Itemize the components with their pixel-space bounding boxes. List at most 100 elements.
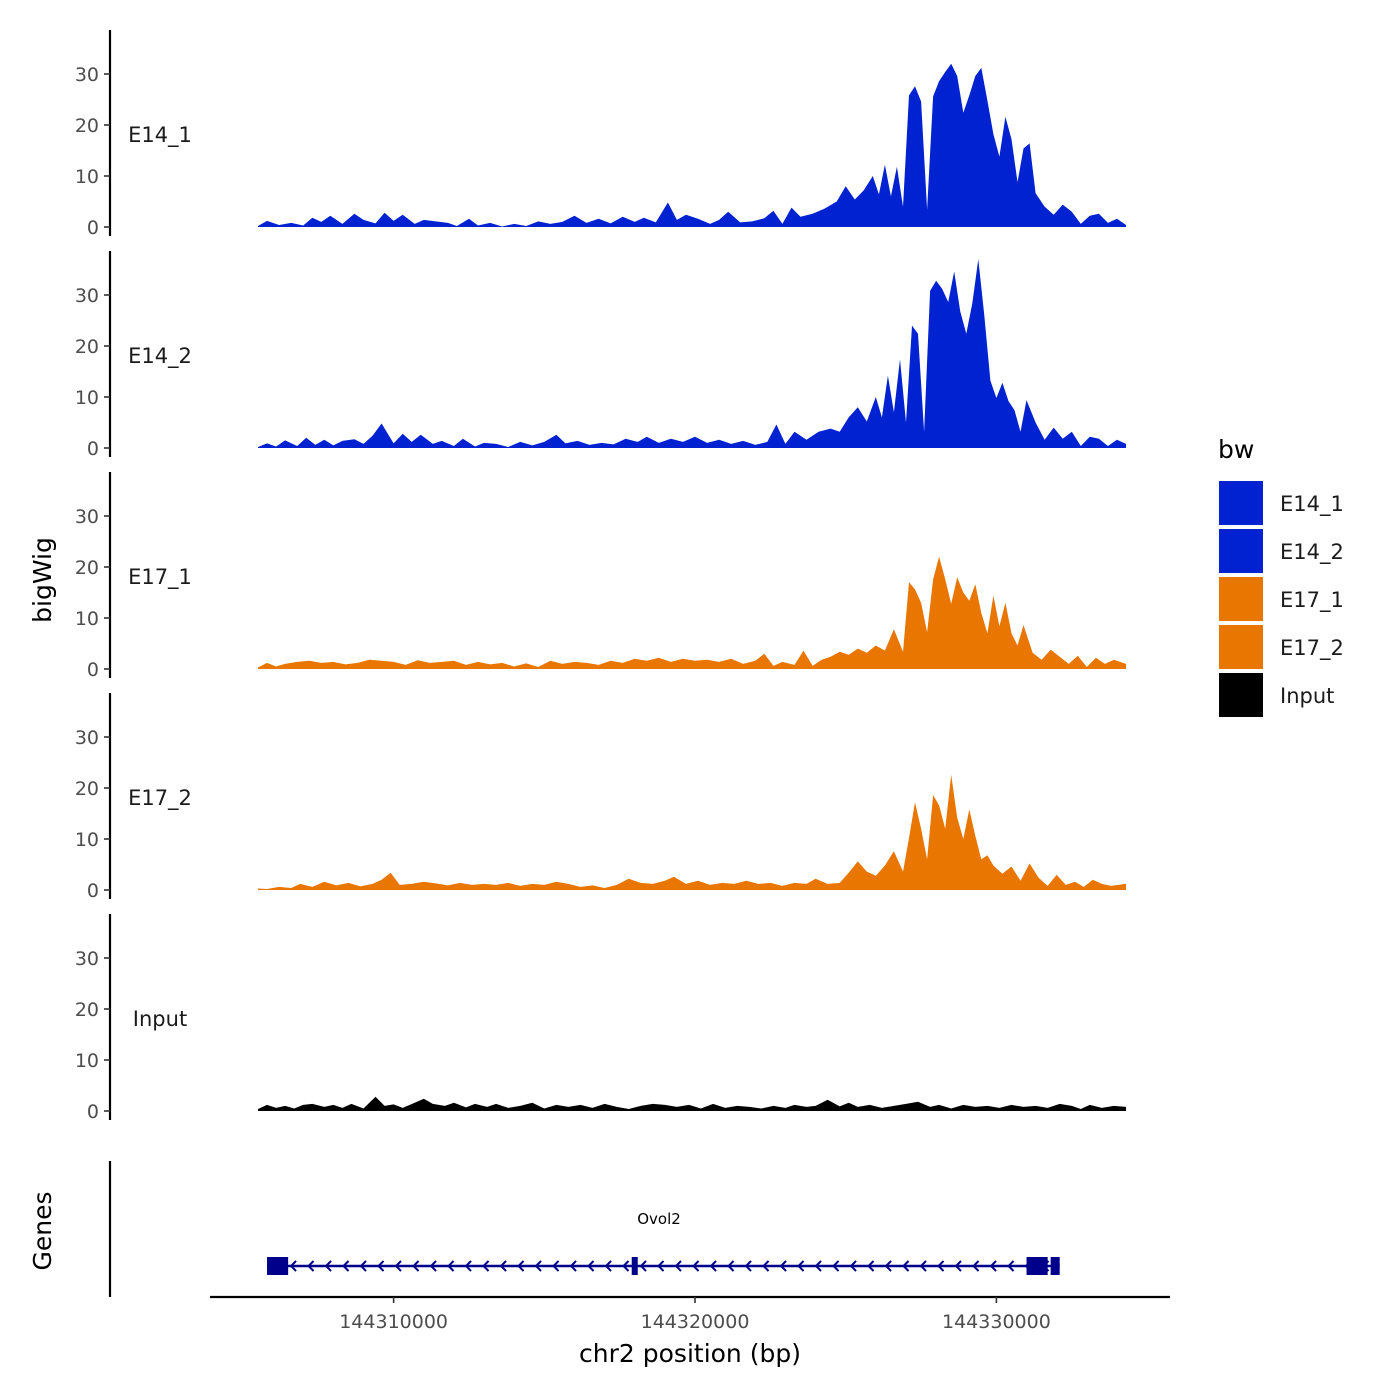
legend-swatch xyxy=(1217,575,1265,623)
track-label: E14_2 xyxy=(128,344,192,369)
strand-arrow xyxy=(447,1260,455,1272)
strand-arrow xyxy=(307,1260,315,1272)
legend-label: E17_1 xyxy=(1280,588,1344,613)
track-area-E14_1 xyxy=(258,63,1126,227)
strand-arrow xyxy=(534,1260,542,1272)
legend-label: E14_2 xyxy=(1280,540,1344,565)
strand-arrow xyxy=(814,1260,822,1272)
strand-arrow xyxy=(884,1260,892,1272)
strand-arrow xyxy=(727,1260,735,1272)
strand-arrow xyxy=(657,1260,665,1272)
strand-arrow xyxy=(622,1260,630,1272)
strand-arrow xyxy=(569,1260,577,1272)
track-E14_1: 0 10 20 30 E14_1 xyxy=(75,30,1126,239)
strand-arrow xyxy=(972,1260,980,1272)
y-tick-label: 10 xyxy=(75,387,99,409)
y-tick-label: 10 xyxy=(75,1050,99,1072)
y-tick-label: 30 xyxy=(75,727,99,749)
y-tick-label: 30 xyxy=(75,64,99,86)
strand-arrow xyxy=(674,1260,682,1272)
y-tick-label: 20 xyxy=(75,999,99,1021)
track-area-E17_2 xyxy=(258,774,1126,890)
strand-arrow xyxy=(429,1260,437,1272)
strand-arrow xyxy=(779,1260,787,1272)
y-tick-label: 30 xyxy=(75,948,99,970)
legend-swatch xyxy=(1217,623,1265,671)
legend: bw E14_1 E14_2 E17_1 E17_2 Input xyxy=(1217,435,1344,719)
strand-arrow xyxy=(377,1260,385,1272)
strand-arrow xyxy=(552,1260,560,1272)
strand-arrow xyxy=(359,1260,367,1272)
legend-label: E17_2 xyxy=(1280,636,1344,661)
y-tick-label: 0 xyxy=(87,438,99,460)
y-tick-label: 20 xyxy=(75,115,99,137)
strand-arrow xyxy=(464,1260,472,1272)
strand-arrow xyxy=(1007,1260,1015,1272)
y-tick-label: 0 xyxy=(87,217,99,239)
y-tick-label: 10 xyxy=(75,608,99,630)
strand-arrow xyxy=(797,1260,805,1272)
track-area-E17_1 xyxy=(258,556,1126,669)
track-label: Input xyxy=(133,1007,187,1031)
strand-arrow xyxy=(587,1260,595,1272)
strand-arrow xyxy=(639,1260,647,1272)
track-area-Input xyxy=(258,1096,1126,1111)
gene-exon xyxy=(267,1257,289,1275)
gene-name-label: Ovol2 xyxy=(637,1210,681,1228)
strand-arrow xyxy=(989,1260,997,1272)
x-axis: 144310000 144320000 144330000 xyxy=(210,1295,1170,1333)
y-tick-label: 0 xyxy=(87,1101,99,1123)
legend-swatch xyxy=(1217,479,1265,527)
strand-arrow xyxy=(832,1260,840,1272)
strand-arrow xyxy=(342,1260,350,1272)
track-label: E14_1 xyxy=(128,123,192,148)
y-tick-label: 30 xyxy=(75,506,99,528)
gene-track-title: Genes xyxy=(28,1191,57,1270)
gene-exon xyxy=(631,1257,638,1275)
y-axis-title: bigWig xyxy=(28,537,57,623)
strand-arrow xyxy=(517,1260,525,1272)
signal-tracks: 0 10 20 30 E14_1 0 10 20 30 E14_2 0 10 20 30 E17_1 0 10 2… xyxy=(75,30,1126,1123)
strand-arrow xyxy=(394,1260,402,1272)
track-E14_2: 0 10 20 30 E14_2 xyxy=(75,251,1126,460)
strand-arrow xyxy=(692,1260,700,1272)
track-E17_2: 0 10 20 30 E17_2 xyxy=(75,693,1126,902)
legend-title: bw xyxy=(1218,435,1254,464)
strand-arrow xyxy=(744,1260,752,1272)
gene-exon xyxy=(1050,1257,1060,1275)
legend-label: Input xyxy=(1280,684,1334,708)
strand-arrow xyxy=(919,1260,927,1272)
y-tick-label: 30 xyxy=(75,285,99,307)
strand-arrow xyxy=(412,1260,420,1272)
track-label: E17_2 xyxy=(128,786,192,811)
legend-swatch xyxy=(1217,527,1265,575)
legend-label: E14_1 xyxy=(1280,492,1344,517)
y-tick-label: 20 xyxy=(75,778,99,800)
strand-arrow xyxy=(709,1260,717,1272)
strand-arrow xyxy=(289,1260,297,1272)
strand-arrow xyxy=(604,1260,612,1272)
track-area-E14_2 xyxy=(258,259,1126,448)
strand-arrow xyxy=(902,1260,910,1272)
strand-arrow xyxy=(867,1260,875,1272)
y-tick-label: 20 xyxy=(75,336,99,358)
strand-arrow xyxy=(499,1260,507,1272)
y-tick-label: 0 xyxy=(87,880,99,902)
x-tick-label: 144320000 xyxy=(641,1311,750,1333)
strand-arrow xyxy=(324,1260,332,1272)
x-axis-title: chr2 position (bp) xyxy=(579,1339,801,1368)
strand-arrow xyxy=(849,1260,857,1272)
gene-track: Ovol2 xyxy=(108,1161,1060,1297)
strand-arrow xyxy=(482,1260,490,1272)
track-Input: 0 10 20 30 Input xyxy=(75,914,1126,1123)
track-E17_1: 0 10 20 30 E17_1 xyxy=(75,472,1126,681)
x-tick-label: 144310000 xyxy=(339,1311,448,1333)
y-tick-label: 20 xyxy=(75,557,99,579)
track-label: E17_1 xyxy=(128,565,192,590)
strand-arrow xyxy=(937,1260,945,1272)
legend-swatch xyxy=(1217,671,1265,719)
strand-arrow xyxy=(954,1260,962,1272)
gene-exon xyxy=(1026,1257,1048,1275)
x-tick-label: 144330000 xyxy=(942,1311,1051,1333)
